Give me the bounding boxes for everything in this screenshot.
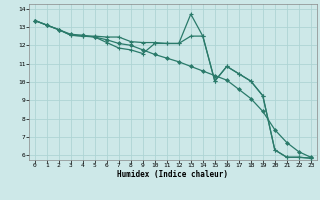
X-axis label: Humidex (Indice chaleur): Humidex (Indice chaleur) bbox=[117, 170, 228, 179]
